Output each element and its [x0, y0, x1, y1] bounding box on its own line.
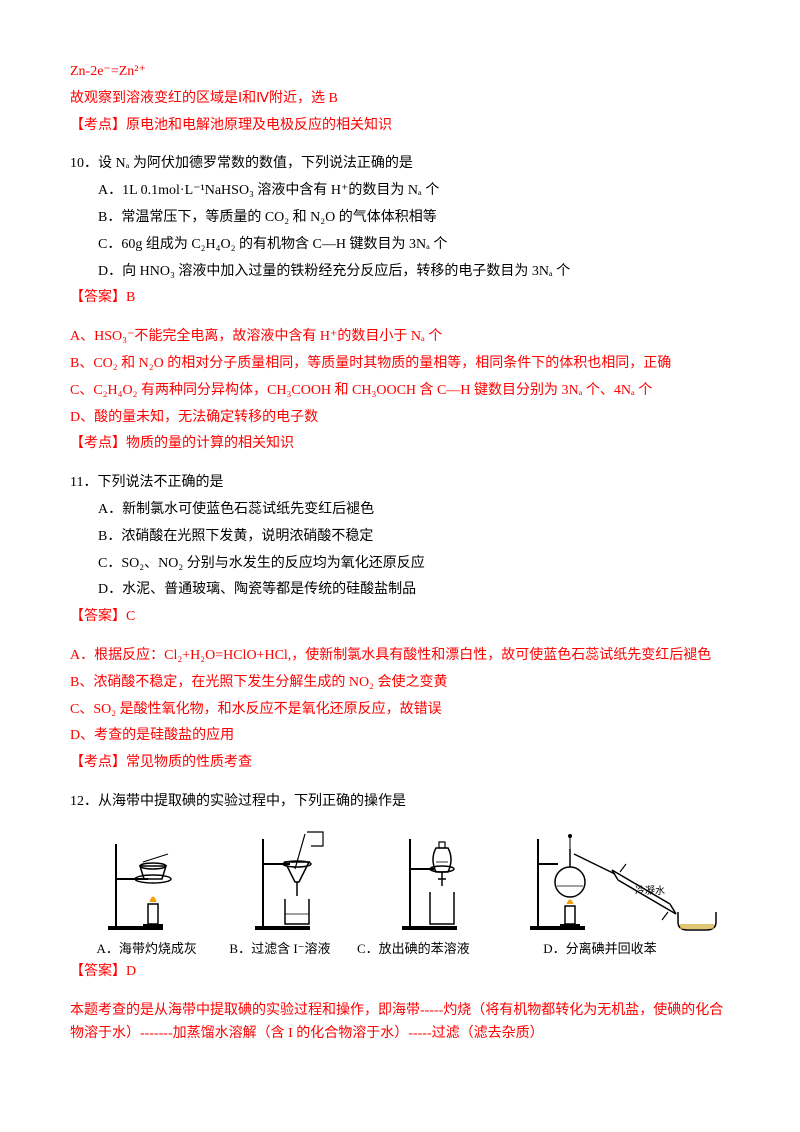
q10-answer: 【答案】B	[70, 286, 730, 310]
q10-explA: A、HSO₃⁻不能完全电离，故溶液中含有 H⁺的数目小于 Nₐ 个	[70, 325, 730, 349]
q10-explD: D、酸的量未知，无法确定转移的电子数	[70, 406, 730, 430]
q11-optB: B．浓硝酸在光照下发黄，说明浓硝酸不稳定	[70, 525, 730, 549]
diagram-C	[373, 824, 520, 934]
q10-optB: B．常温常压下，等质量的 CO₂ 和 N₂O 的气体体积相等	[70, 206, 730, 230]
q11-explC: C、SO₂ 是酸性氧化物，和水反应不是氧化还原反应，故错误	[70, 698, 730, 722]
q10-stem: 10．设 Nₐ 为阿伏加德罗常数的数值，下列说法正确的是	[70, 152, 730, 176]
q11-answer: 【答案】C	[70, 605, 730, 629]
intro-kaodian: 【考点】原电池和电解池原理及电极反应的相关知识	[70, 114, 730, 138]
q12-capC: C．放出碘的苯溶液	[347, 938, 480, 960]
q11-explB: B、浓硝酸不稳定，在光照下发生分解生成的 NO₂ 会使之变黄	[70, 671, 730, 695]
q11-explA: A．根据反应：Cl₂+H₂O=HClO+HCl,，使新制氯水具有酸性和漂白性，故…	[70, 644, 730, 668]
intro-conclusion: 故观察到溶液变红的区域是Ⅰ和Ⅳ附近，选 B	[70, 87, 730, 111]
q11-optD: D．水泥、普通玻璃、陶瓷等都是传统的硅酸盐制品	[70, 578, 730, 602]
q10-optA: A．1L 0.1mol·L⁻¹NaHSO₃ 溶液中含有 H⁺的数目为 Nₐ 个	[70, 179, 730, 203]
q10-optC: C．60g 组成为 C₂H₄O₂ 的有机物含 C—H 键数目为 3Nₐ 个	[70, 233, 730, 257]
q12-answer: 【答案】D	[70, 960, 730, 984]
q12-capA: A．海带灼烧成灰	[80, 938, 213, 960]
q12-diagrams: 冷凝水	[70, 824, 730, 934]
intro-equation: Zn-2e⁻=Zn²⁺	[70, 60, 730, 84]
diagram-D: 冷凝水	[520, 824, 720, 934]
q12-stem: 12．从海带中提取碘的实验过程中，下列正确的操作是	[70, 790, 730, 814]
q12-expl1: 本题考查的是从海带中提取碘的实验过程和操作，即海带-----灼烧（将有机物都转化…	[70, 999, 730, 1047]
q11-optA: A．新制氯水可使蓝色石蕊试纸先变红后褪色	[70, 498, 730, 522]
q12-captions: A．海带灼烧成灰 B．过滤含 I⁻溶液 C．放出碘的苯溶液 D．分离碘并回收苯	[70, 938, 730, 960]
q10-explB: B、CO₂ 和 N₂O 的相对分子质量相同，等质量时其物质的量相等，相同条件下的…	[70, 352, 730, 376]
label-condenser: 冷凝水	[635, 884, 665, 897]
q12-capB: B．过滤含 I⁻溶液	[213, 938, 346, 960]
q11-stem: 11．下列说法不正确的是	[70, 471, 730, 495]
diagram-B	[227, 824, 374, 934]
q10-kaodian: 【考点】物质的量的计算的相关知识	[70, 432, 730, 456]
diagram-A	[80, 824, 227, 934]
q12-capD: D．分离碘并回收苯	[480, 938, 720, 960]
q11-explD: D、考查的是硅酸盐的应用	[70, 724, 730, 748]
q10-optD: D．向 HNO₃ 溶液中加入过量的铁粉经充分反应后，转移的电子数目为 3Nₐ 个	[70, 260, 730, 284]
q11-optC: C．SO₂、NO₂ 分别与水发生的反应均为氧化还原反应	[70, 552, 730, 576]
q10-explC: C、C₂H₄O₂ 有两种同分异构体，CH₃COOH 和 CH₃OOCH 含 C—…	[70, 379, 730, 403]
q11-kaodian: 【考点】常见物质的性质考查	[70, 751, 730, 775]
